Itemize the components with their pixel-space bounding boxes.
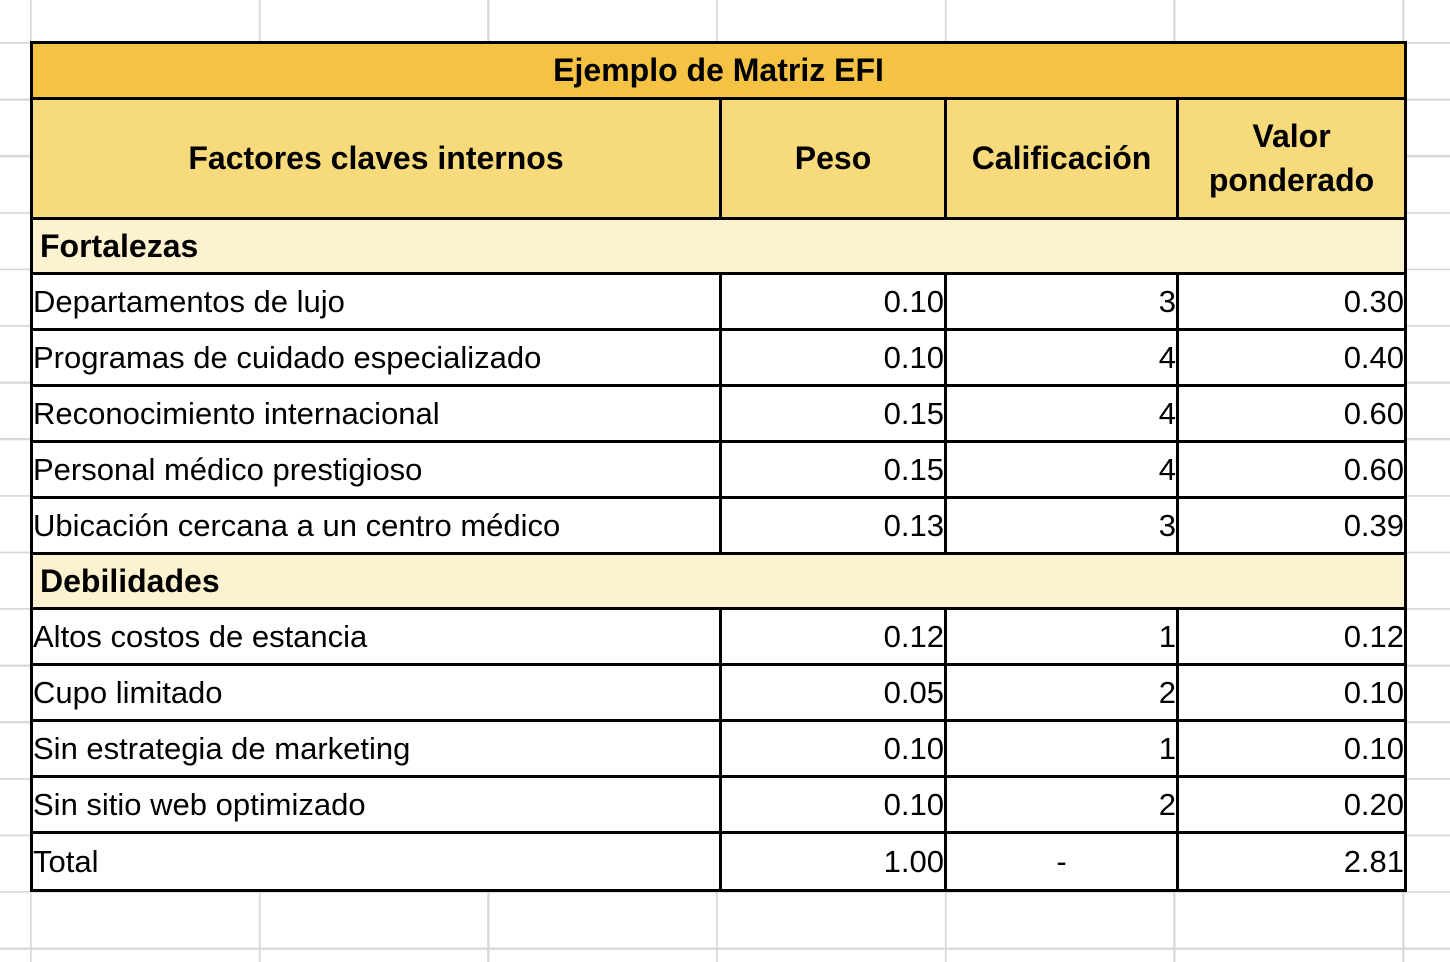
calificacion-cell[interactable]: 1 (944, 607, 1179, 666)
factor-cell[interactable]: Reconocimiento internacional (30, 384, 722, 443)
efi-matrix-table: Ejemplo de Matriz EFI Factores claves in… (29, 41, 1408, 892)
valor-cell[interactable]: 0.39 (1175, 496, 1408, 555)
factor-cell[interactable]: Departamentos de lujo (30, 272, 722, 331)
table-row: Sin estrategia de marketing 0.10 1 0.10 (30, 719, 1408, 778)
factor-cell[interactable]: Sin estrategia de marketing (30, 719, 722, 778)
table-row: Reconocimiento internacional 0.15 4 0.60 (30, 384, 1408, 443)
section-row-debilidades: Debilidades (29, 552, 1408, 610)
peso-cell[interactable]: 0.13 (719, 496, 947, 555)
calificacion-cell[interactable]: 3 (944, 272, 1179, 331)
factor-cell[interactable]: Altos costos de estancia (30, 607, 722, 666)
table-row: Ejemplo de Matriz EFI (29, 41, 1408, 100)
calificacion-cell[interactable]: 2 (944, 663, 1179, 722)
table-row: Factores claves internos Peso Calificaci… (30, 97, 1408, 220)
table-row: Programas de cuidado especializado 0.10 … (30, 328, 1408, 387)
valor-cell[interactable]: 0.12 (1175, 607, 1408, 666)
total-row: Total 1.00 - 2.81 (30, 831, 1408, 892)
column-header-peso[interactable]: Peso (719, 97, 947, 220)
peso-cell[interactable]: 0.10 (719, 719, 947, 778)
column-header-calificacion[interactable]: Calificación (944, 97, 1179, 220)
valor-cell[interactable]: 0.40 (1175, 328, 1408, 387)
calificacion-cell[interactable]: 4 (944, 440, 1179, 499)
table-row: Personal médico prestigioso 0.15 4 0.60 (30, 440, 1408, 499)
peso-cell[interactable]: 0.10 (719, 775, 947, 834)
total-peso-cell[interactable]: 1.00 (719, 831, 947, 892)
factor-cell[interactable]: Ubicación cercana a un centro médico (30, 496, 722, 555)
peso-cell[interactable]: 0.05 (719, 663, 947, 722)
calificacion-cell[interactable]: 3 (944, 496, 1179, 555)
factor-cell[interactable]: Sin sitio web optimizado (30, 775, 722, 834)
calificacion-cell[interactable]: 4 (944, 384, 1179, 443)
peso-cell[interactable]: 0.10 (719, 328, 947, 387)
valor-cell[interactable]: 0.30 (1175, 272, 1408, 331)
column-header-valor[interactable]: Valor ponderado (1175, 97, 1408, 220)
valor-cell[interactable]: 0.20 (1175, 775, 1408, 834)
peso-cell[interactable]: 0.15 (719, 440, 947, 499)
total-label-cell[interactable]: Total (30, 831, 722, 892)
calificacion-cell[interactable]: 1 (944, 719, 1179, 778)
table-row: Ubicación cercana a un centro médico 0.1… (30, 496, 1408, 555)
calificacion-cell[interactable]: 2 (944, 775, 1179, 834)
table-row: Departamentos de lujo 0.10 3 0.30 (30, 272, 1408, 331)
factor-cell[interactable]: Personal médico prestigioso (30, 440, 722, 499)
peso-cell[interactable]: 0.10 (719, 272, 947, 331)
section-row-fortalezas: Fortalezas (29, 217, 1408, 275)
table-row: Altos costos de estancia 0.12 1 0.12 (30, 607, 1408, 666)
factor-cell[interactable]: Programas de cuidado especializado (30, 328, 722, 387)
valor-cell[interactable]: 0.10 (1175, 663, 1408, 722)
factor-cell[interactable]: Cupo limitado (30, 663, 722, 722)
calificacion-cell[interactable]: 4 (944, 328, 1179, 387)
section-header-cell[interactable]: Debilidades (29, 552, 1408, 610)
peso-cell[interactable]: 0.12 (719, 607, 947, 666)
valor-cell[interactable]: 0.60 (1175, 384, 1408, 443)
peso-cell[interactable]: 0.15 (719, 384, 947, 443)
table-row: Cupo limitado 0.05 2 0.10 (30, 663, 1408, 722)
total-valor-cell[interactable]: 2.81 (1175, 831, 1408, 892)
valor-cell[interactable]: 0.60 (1175, 440, 1408, 499)
column-header-factores[interactable]: Factores claves internos (30, 97, 722, 220)
table-row: Sin sitio web optimizado 0.10 2 0.20 (30, 775, 1408, 834)
valor-cell[interactable]: 0.10 (1175, 719, 1408, 778)
total-calificacion-cell[interactable]: - (944, 831, 1179, 892)
section-header-cell[interactable]: Fortalezas (29, 217, 1408, 275)
table-title-cell[interactable]: Ejemplo de Matriz EFI (29, 41, 1408, 100)
